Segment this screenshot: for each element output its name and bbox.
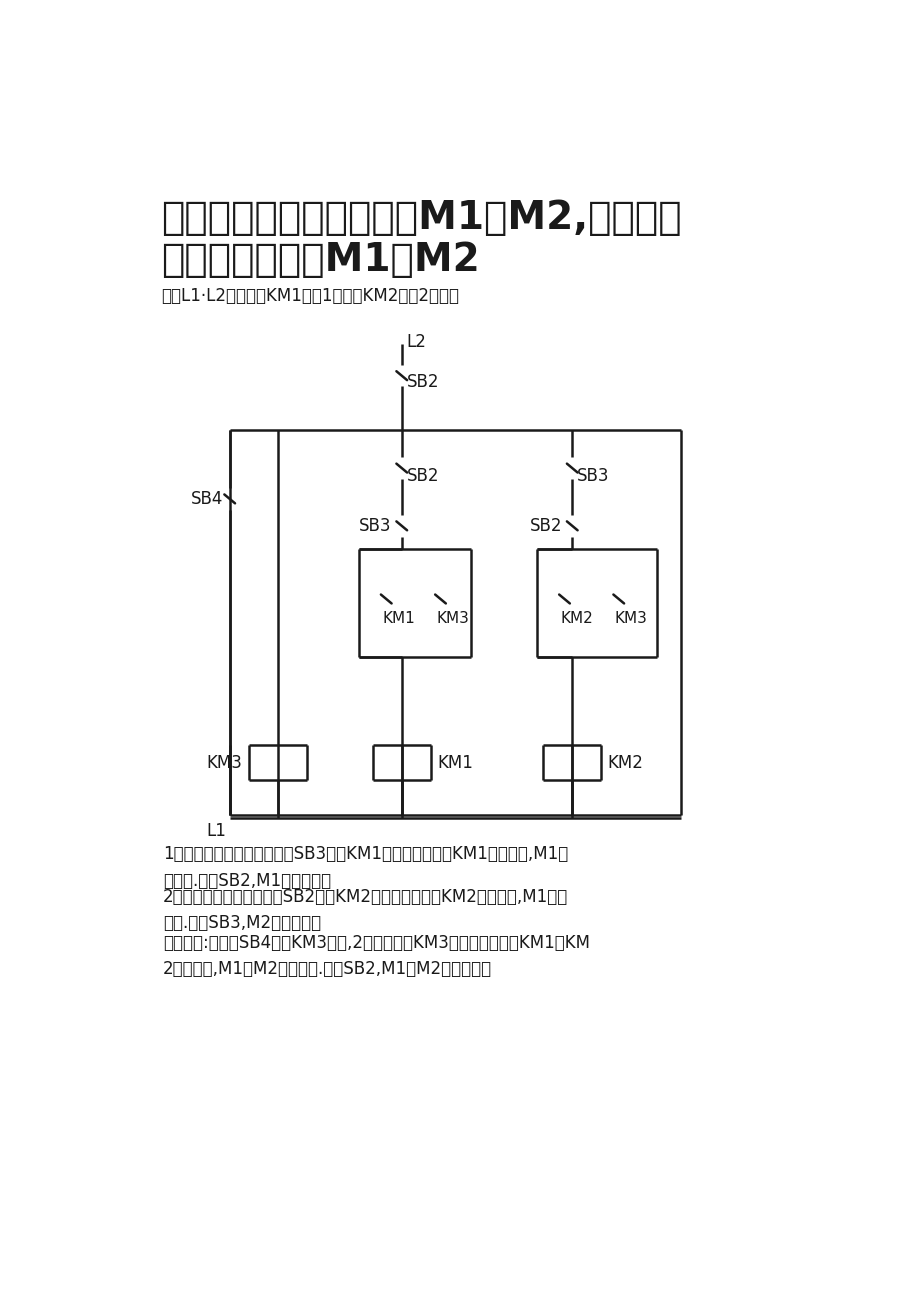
Text: 启动、停止电机M1、M2: 启动、停止电机M1、M2 xyxy=(162,241,480,279)
Text: 图中L1·L2为进线端KM1控制1电机，KM2控制2电机：: 图中L1·L2为进线端KM1控制1电机，KM2控制2电机： xyxy=(162,288,459,305)
Text: KM3: KM3 xyxy=(614,612,647,626)
Text: KM1: KM1 xyxy=(437,754,472,772)
Text: KM1: KM1 xyxy=(382,612,414,626)
Text: SB3: SB3 xyxy=(576,466,608,484)
Text: 1电机单独启动过程：（按下SB3线圈KM1得电，常开触头KM1闭合自锁,M1电
机启动.按下SB2,M1电机停止）: 1电机单独启动过程：（按下SB3线圈KM1得电，常开触头KM1闭合自锁,M1电 … xyxy=(163,845,568,889)
Text: SB3: SB3 xyxy=(358,517,391,535)
Text: KM3: KM3 xyxy=(437,612,469,626)
Text: 启动过程:（按下SB4线圈KM3得电,2个常开触头KM3闭合，两个线圈KM1、KM
2分别自锁,M1、M2电机启动.按下SB2,M1、M2电机停止）: 启动过程:（按下SB4线圈KM3得电,2个常开触头KM3闭合，两个线圈KM1、K… xyxy=(163,934,589,978)
Text: SB2: SB2 xyxy=(406,466,438,484)
Text: KM3: KM3 xyxy=(206,754,242,772)
Text: SB4: SB4 xyxy=(191,490,223,508)
Text: KM2: KM2 xyxy=(607,754,642,772)
Text: KM2: KM2 xyxy=(560,612,593,626)
Text: L2: L2 xyxy=(406,333,425,352)
Text: L1: L1 xyxy=(206,822,225,840)
Text: SB2: SB2 xyxy=(406,372,438,391)
Text: 2电机单独启动过程（按下SB2线圈KM2得电，常开触头KM2闭合自锁,M1电机
启动.按下SB3,M2电机停止）: 2电机单独启动过程（按下SB2线圈KM2得电，常开触头KM2闭合自锁,M1电机 … xyxy=(163,888,568,932)
Text: SB2: SB2 xyxy=(529,517,562,535)
Text: 能够同时启动、停止电机M1、M2,又能单独: 能够同时启动、停止电机M1、M2,又能单独 xyxy=(162,199,681,237)
